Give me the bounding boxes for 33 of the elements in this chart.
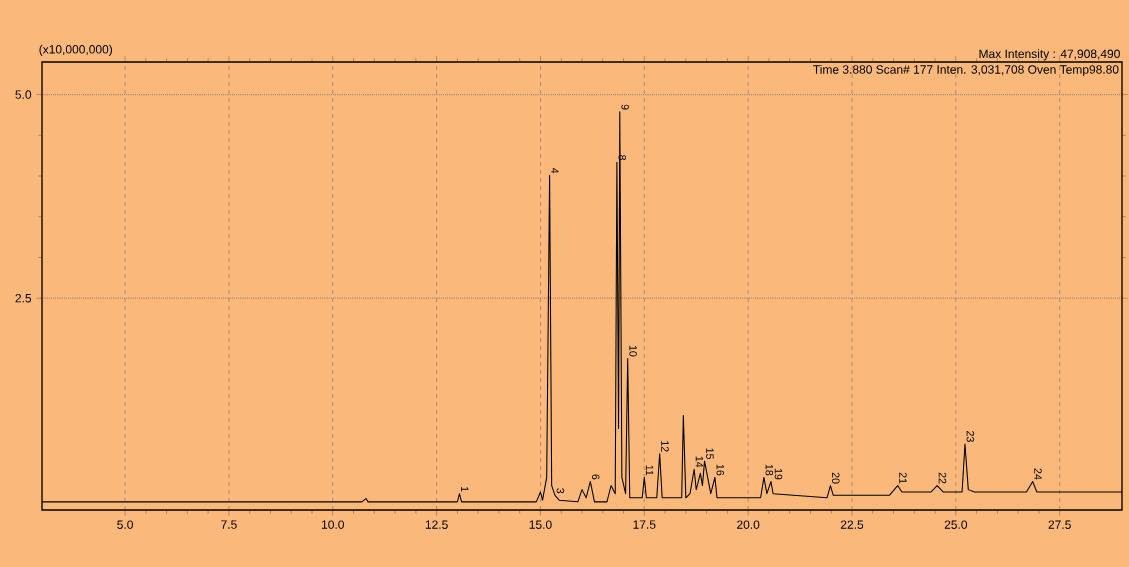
x-tick-label: 17.5 bbox=[633, 520, 656, 529]
annotation: Time 3.880 Scan# 177 Inten. 3,031,708 Oven Temp98.80 bbox=[813, 64, 1119, 77]
annotation: 3 bbox=[556, 488, 565, 494]
text: Max Intensity : 47,908,490 bbox=[979, 49, 1120, 61]
annotation: 19 bbox=[774, 468, 783, 480]
annotation: 6 bbox=[591, 474, 600, 480]
x-tick-label: 27.5 bbox=[1048, 520, 1071, 529]
annotation: 15 bbox=[706, 448, 714, 460]
annotation: 11 bbox=[645, 465, 654, 476]
x-tick-label: 25.0 bbox=[944, 520, 968, 529]
x-tick-label: 5.0 bbox=[117, 520, 133, 529]
annotation: 12 bbox=[661, 441, 669, 452]
x-tick-label: 20.0 bbox=[737, 520, 760, 529]
x-tick-label: 12.5 bbox=[425, 520, 448, 529]
annotation: 1 bbox=[461, 486, 469, 492]
y-axis-title: (x10,000,000) bbox=[39, 44, 113, 56]
annotation: 21 bbox=[899, 472, 907, 484]
x-tick-label: 10.0 bbox=[322, 520, 344, 529]
annotation: 8 bbox=[618, 155, 627, 161]
x-tick-label: 22.5 bbox=[840, 520, 864, 529]
annotation: 24 bbox=[1034, 468, 1042, 480]
annotation: 18 bbox=[765, 464, 774, 476]
annotation: 16 bbox=[716, 464, 725, 476]
annotation: 10 bbox=[629, 345, 637, 357]
y-tick-label: 2.5 bbox=[15, 293, 32, 303]
x-tick-label: 15.0 bbox=[529, 520, 552, 529]
annotation: 22 bbox=[938, 472, 947, 484]
x-tick-label: 7.5 bbox=[221, 520, 237, 529]
annotation: 23 bbox=[966, 431, 975, 442]
annotation: 4 bbox=[551, 167, 559, 174]
annotation: 14 bbox=[695, 456, 704, 468]
annotation: 9 bbox=[621, 104, 629, 110]
annotation: 20 bbox=[832, 472, 840, 484]
